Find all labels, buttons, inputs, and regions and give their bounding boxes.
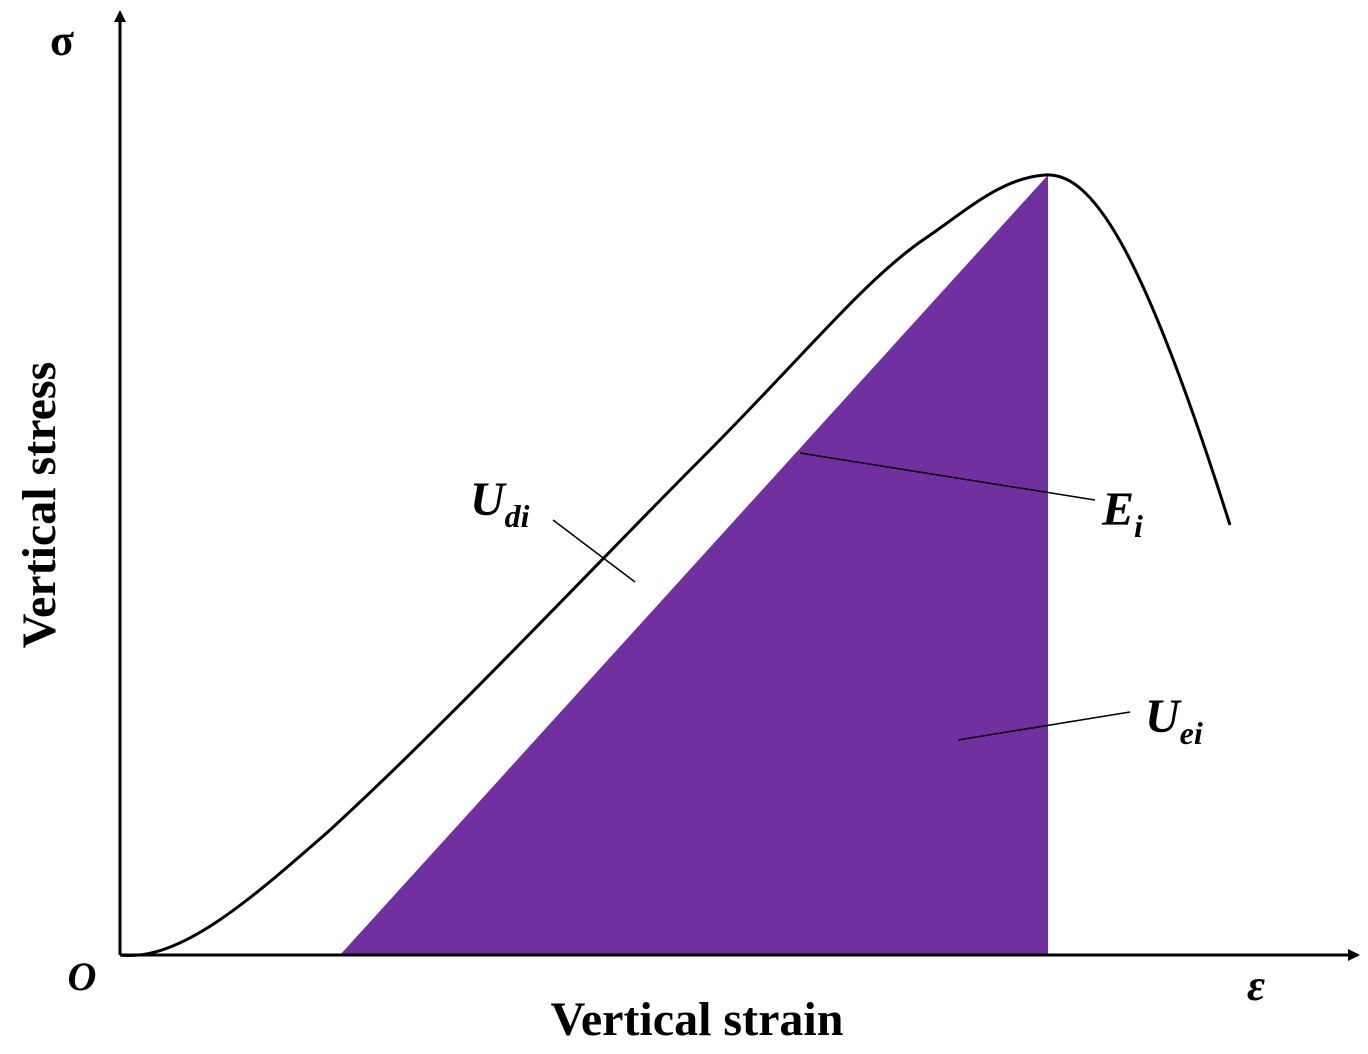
label-uei: Uei xyxy=(1145,690,1203,751)
label-udi: Udi xyxy=(470,473,530,534)
y-axis-label: Vertical stress xyxy=(13,362,66,649)
label-sub: ei xyxy=(1180,715,1203,751)
leader-line xyxy=(799,452,1096,501)
origin-label: O xyxy=(68,954,97,999)
stress-strain-curve xyxy=(119,173,1232,958)
elastic-energy-area xyxy=(340,175,1048,955)
label-sub: i xyxy=(1134,508,1143,544)
label-sub: di xyxy=(505,498,530,534)
y-symbol: σ xyxy=(50,16,74,65)
label-main: U xyxy=(1145,690,1182,743)
leader-line xyxy=(957,711,1131,741)
x-axis-label: Vertical strain xyxy=(551,993,844,1046)
label-main: E xyxy=(1101,483,1134,536)
x-symbol: ε xyxy=(1247,961,1265,1010)
leader-line xyxy=(552,519,636,583)
label-main: U xyxy=(470,473,507,526)
label-ei: Ei xyxy=(1101,483,1143,544)
